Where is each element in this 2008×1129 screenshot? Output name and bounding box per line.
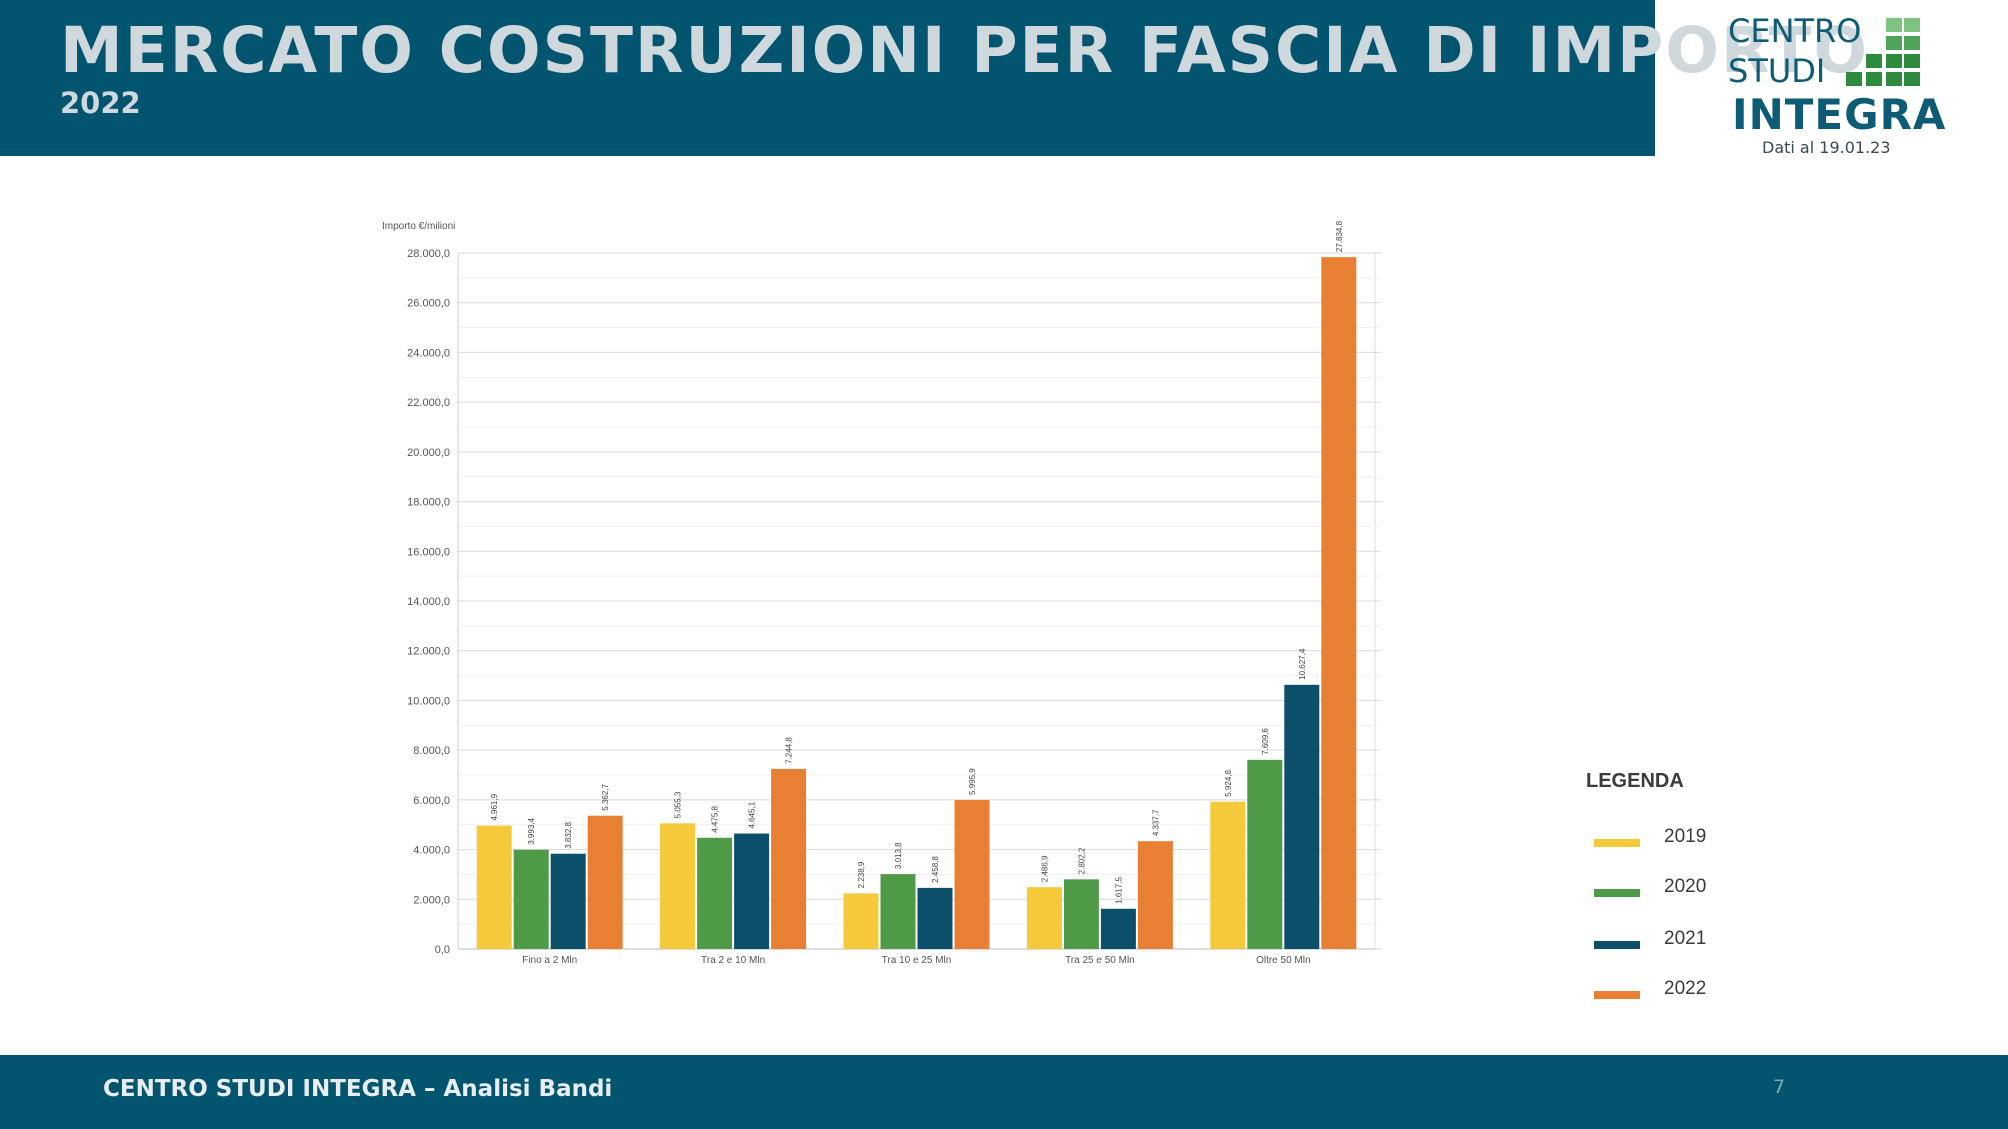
bar-2019 (476, 825, 512, 949)
y-tick-label: 16.000,0 (407, 546, 450, 558)
bar-2021 (734, 833, 770, 949)
data-labels: 4.961,9 3.993,4 3.832,8 5.362,7 5.055,3 4.475… (490, 220, 1344, 903)
y-axis-label: Importo €/milioni (382, 221, 455, 232)
y-tick-label: 10.000,0 (407, 695, 450, 707)
y-tick-label: 28.000,0 (407, 248, 450, 260)
y-tick-label: 24.000,0 (407, 347, 450, 359)
logo-brand: INTEGRA (1732, 90, 1947, 139)
y-tick-label: 0,0 (435, 944, 450, 956)
data-label: 10.627,4 (1298, 648, 1307, 680)
legend-item-2022: 2022 (1594, 978, 1794, 1008)
data-label: 5.055,3 (674, 791, 683, 818)
logo-blocks-icon (1846, 18, 1944, 86)
y-tick-label: 26.000,0 (407, 298, 450, 310)
y-tick-label: 14.000,0 (407, 596, 450, 608)
data-label: 3.832,8 (564, 821, 573, 848)
x-tick-label: Tra 2 e 10 Mln (701, 955, 765, 966)
data-label: 4.337,7 (1151, 809, 1160, 836)
legend-label: 2020 (1664, 876, 1707, 897)
bar-2020 (880, 874, 916, 949)
legend-label: 2022 (1664, 978, 1707, 999)
bar-2020 (1063, 879, 1099, 949)
header-band: MERCATO COSTRUZIONI PER FASCIA DI IMPORT… (0, 0, 1867, 156)
data-label: 27.834,8 (1335, 220, 1344, 252)
bar-2021 (550, 853, 586, 949)
legend-item-2019: 2019 (1594, 826, 1794, 856)
bar-2022 (1321, 257, 1357, 949)
x-tick-label: Tra 25 e 50 Mln (1065, 955, 1135, 966)
y-tick-labels: 0,0 2.000,0 4.000,0 6.000,0 8.000,0 10.000,0 1… (407, 248, 450, 956)
bar-2021 (1284, 684, 1320, 949)
legend-label: 2019 (1664, 826, 1707, 847)
page-title: MERCATO COSTRUZIONI PER FASCIA DI IMPORT… (60, 14, 1870, 87)
data-label: 3.013,8 (894, 842, 903, 869)
legend-item-2020: 2020 (1594, 876, 1794, 906)
data-label: 5.995,9 (968, 768, 977, 795)
x-tick-label: Fino a 2 Mln (522, 955, 577, 966)
data-label: 2.486,9 (1040, 855, 1049, 882)
y-tick-label: 12.000,0 (407, 646, 450, 658)
bar-2022 (1137, 841, 1173, 949)
bar-2020 (1247, 759, 1283, 949)
legend-swatch (1594, 839, 1640, 847)
logo-line-1: CENTRO (1728, 12, 1862, 50)
legend: LEGENDA 2019 2020 2021 2022 (1586, 770, 1806, 1010)
bar-2022 (587, 815, 623, 949)
data-label: 4.961,9 (490, 793, 499, 820)
bar-2021 (917, 887, 953, 949)
y-tick-label: 8.000,0 (413, 745, 450, 757)
legend-swatch (1594, 991, 1640, 999)
data-label: 7.609,6 (1261, 728, 1270, 755)
data-label: 2.238,9 (857, 861, 866, 888)
data-label: 5.362,7 (601, 783, 610, 810)
data-label: 1.617,5 (1114, 877, 1123, 904)
data-label: 4.645,1 (748, 801, 757, 828)
data-label: 2.458,8 (931, 856, 940, 883)
x-tick-labels: Fino a 2 Mln Tra 2 e 10 Mln Tra 10 e 25 Ml… (522, 955, 1310, 966)
y-tick-label: 18.000,0 (407, 497, 450, 509)
bar-2019 (660, 823, 696, 949)
bar-2020 (697, 837, 733, 949)
legend-label: 2021 (1664, 928, 1707, 949)
legend-item-2021: 2021 (1594, 928, 1794, 958)
bar-2022 (954, 799, 990, 949)
bar-2019 (1026, 887, 1062, 949)
data-label: 7.244,8 (785, 737, 794, 764)
footer-text: CENTRO STUDI INTEGRA – Analisi Bandi (103, 1076, 613, 1102)
bar-2020 (513, 849, 549, 949)
legend-title: LEGENDA (1586, 770, 1684, 792)
data-label: 2.802,2 (1077, 847, 1086, 874)
bar-chart: Importo €/milioni 0,0 2.000,0 4.000,0 6.000… (382, 220, 1381, 966)
y-tick-label: 22.000,0 (407, 397, 450, 409)
logo-line-2: STUDI (1728, 52, 1826, 90)
x-tick-label: Oltre 50 Mln (1256, 955, 1310, 966)
data-label: 5.924,8 (1224, 769, 1233, 796)
y-tick-label: 20.000,0 (407, 447, 450, 459)
footer-band: CENTRO STUDI INTEGRA – Analisi Bandi 7 (0, 1055, 2008, 1129)
legend-swatch (1594, 889, 1640, 897)
bar-2019 (843, 893, 879, 949)
data-label: 4.475,8 (711, 806, 720, 833)
y-tick-label: 2.000,0 (413, 894, 450, 906)
y-tick-label: 6.000,0 (413, 795, 450, 807)
data-date: Dati al 19.01.23 (1762, 138, 1891, 157)
legend-swatch (1594, 941, 1640, 949)
page-subtitle: 2022 (60, 86, 141, 120)
bar-2019 (1210, 801, 1246, 949)
bar-2021 (1100, 908, 1136, 949)
y-tick-label: 4.000,0 (413, 845, 450, 857)
bar-2022 (771, 768, 807, 949)
page-number: 7 (1773, 1076, 1786, 1098)
bars (476, 257, 1357, 949)
centro-studi-integra-logo: CENTRO STUDI INTEGRA Dati al 19.01.23 (1720, 10, 1980, 160)
data-label: 3.993,4 (527, 817, 536, 844)
x-tick-label: Tra 10 e 25 Mln (882, 955, 952, 966)
